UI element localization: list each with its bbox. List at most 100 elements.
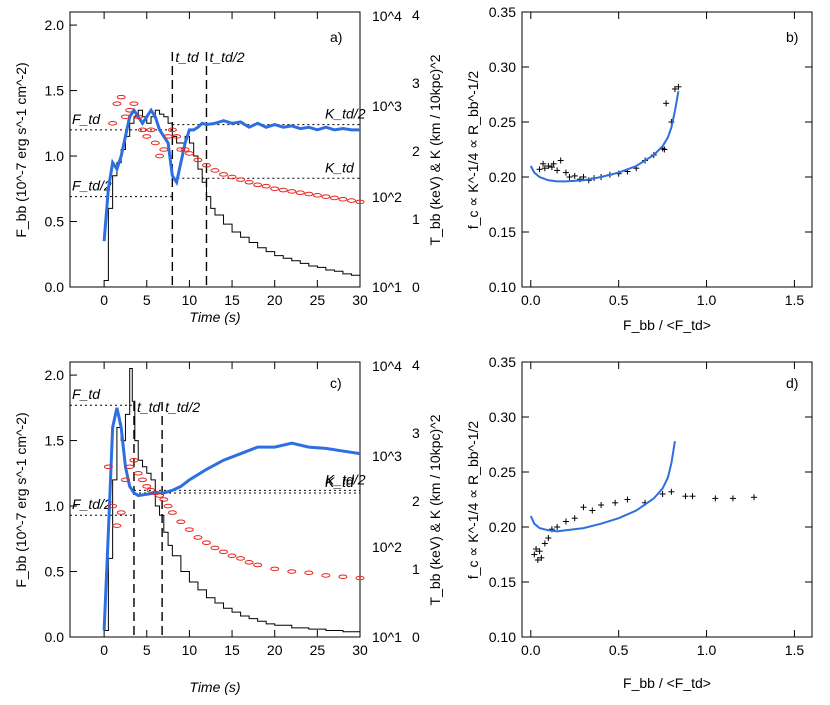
marker-label: t_td — [175, 49, 200, 65]
y-tick-label: 0.25 — [489, 114, 516, 130]
panel-a-ylabel: F_bb (10^-7 erg s^-1 cm^-2) — [13, 62, 29, 237]
series-tbb-point — [167, 510, 177, 515]
series-tbb-point — [167, 127, 177, 133]
x-tick-label: 0.0 — [521, 292, 541, 308]
y-tick-label: 0.30 — [489, 59, 516, 75]
series-fbb-step — [104, 368, 361, 634]
panel-a-time-series: a) Time (s) F_bb (10^-7 erg s^-1 cm^-2) … — [13, 7, 443, 325]
x-tick-label: 10 — [182, 292, 198, 308]
level-label: F_td/2 — [72, 496, 112, 512]
series-tbb-point — [295, 190, 305, 196]
panel-c-temp-tick-4: 4 — [412, 357, 420, 373]
y-tick-label: 0.10 — [489, 279, 516, 295]
series-tbb-point — [163, 503, 173, 509]
panel-a-temp-tick-0: 0 — [412, 279, 420, 295]
y-tick-label: 1.0 — [45, 498, 65, 514]
panel-c-temp-tick-0: 0 — [412, 629, 420, 645]
panel-b-xlabel: F_bb / <F_td> — [623, 317, 711, 333]
series-tbb-point — [120, 477, 130, 483]
panel-c-ylabel: F_bb (10^-7 erg s^-1 cm^-2) — [13, 412, 29, 587]
marker-label: t_td/2 — [165, 399, 200, 415]
series-tbb-point — [355, 199, 365, 205]
series-tbb-point — [184, 151, 194, 156]
panel-c-log-tick-0: 10^1 — [372, 629, 402, 645]
panel-c-label: c) — [330, 375, 342, 391]
panel-a-temp-tick-3: 3 — [412, 75, 420, 91]
panel-a-log-tick-2: 10^3 — [372, 98, 402, 114]
series-tbb-point — [338, 196, 348, 202]
x-tick-label: 0.0 — [521, 642, 541, 658]
series-tbb-point — [142, 134, 152, 139]
x-tick-label: 1.5 — [785, 292, 805, 308]
series-tbb-point — [103, 464, 113, 470]
series-tbb-point — [138, 477, 147, 483]
panel-a-temp-tick-4: 4 — [412, 7, 420, 23]
panel-b-label: b) — [786, 29, 798, 45]
series-tbb-point — [129, 457, 139, 463]
series-tbb-point — [193, 535, 203, 540]
series-tbb-point — [125, 107, 135, 113]
series-tbb-point — [338, 574, 348, 580]
y-tick-label: 1.5 — [45, 83, 65, 99]
panel-c-ylabel-right: T_bb (keV) & K (km / 10kpc)^2 — [427, 414, 443, 605]
series-tbb-point — [227, 174, 237, 180]
series-tbb-point — [116, 94, 126, 100]
panel-b-ylabel: f_c ∝ K^-1/4 ∝ R_bb^-1/2 — [465, 71, 481, 230]
panel-c-time-series: c) Time (s) F_bb (10^-7 erg s^-1 cm^-2) … — [13, 357, 443, 695]
series-tbb-point — [172, 134, 182, 139]
series-tbb-point — [155, 493, 165, 498]
y-tick-label: 0.5 — [45, 564, 65, 580]
y-tick-label: 0.15 — [489, 224, 516, 240]
panel-b-scatter: b) F_bb / <F_td> f_c ∝ K^-1/4 ∝ R_bb^-1/… — [465, 4, 813, 333]
x-tick-label: 25 — [310, 642, 326, 658]
series-tbb-point — [210, 545, 220, 551]
panel-a-label: a) — [330, 29, 342, 45]
series-tbb-point — [270, 566, 280, 572]
panel-c-log-tick-3: 10^4 — [372, 358, 402, 374]
y-tick-label: 0.0 — [45, 279, 65, 295]
y-tick-label: 0.20 — [489, 519, 516, 535]
panel-a-log-tick-1: 10^2 — [372, 189, 402, 205]
panel-c-temp-tick-3: 3 — [412, 425, 420, 441]
series-tbb-point — [120, 114, 130, 120]
panel-c-temp-tick-1: 1 — [412, 561, 420, 577]
series-tbb-point — [253, 182, 263, 188]
level-label: F_td — [72, 386, 101, 402]
x-tick-label: 0 — [100, 292, 108, 308]
series-tbb-point — [133, 471, 143, 476]
panel-a-xlabel: Time (s) — [189, 309, 240, 325]
x-tick-label: 10 — [182, 642, 198, 658]
series-tbb-point — [180, 147, 190, 152]
panel-c-temp-tick-2: 2 — [412, 493, 420, 509]
y-tick-label: 0.30 — [489, 409, 516, 425]
x-tick-label: 20 — [267, 292, 283, 308]
y-tick-label: 0.35 — [489, 354, 516, 370]
panel-c-xlabel: Time (s) — [189, 679, 240, 695]
level-label: K_td — [325, 159, 355, 175]
level-label: K_td — [325, 474, 355, 490]
series-tbb-point — [155, 153, 165, 159]
series-tbb-point — [244, 179, 254, 185]
series-tbb-point — [129, 101, 139, 106]
y-tick-label: 1.0 — [45, 148, 65, 164]
series-tbb-point — [244, 560, 254, 565]
y-tick-label: 1.5 — [45, 433, 65, 449]
series-tbb-point — [176, 147, 186, 152]
series-tbb-point — [142, 484, 152, 489]
series-tbb-point — [184, 527, 194, 532]
x-tick-label: 1.5 — [785, 642, 805, 658]
series-tbb-point — [201, 162, 211, 168]
x-tick-label: 15 — [224, 642, 240, 658]
series-tbb-point — [227, 553, 237, 559]
x-tick-label: 25 — [310, 292, 326, 308]
panel-a-temp-tick-1: 1 — [412, 211, 420, 227]
series-tbb-point — [176, 519, 186, 525]
series-tbb-point — [219, 172, 229, 177]
series-tbb-point — [321, 573, 331, 578]
series-tbb-point — [116, 510, 126, 515]
series-tbb-point — [236, 556, 246, 561]
series-tbb-point — [112, 523, 122, 528]
series-tbb-point — [133, 114, 143, 120]
panel-a-temp-tick-2: 2 — [412, 143, 420, 159]
panel-a-ylabel-right: T_bb (keV) & K (km / 10kpc)^2 — [427, 54, 443, 245]
